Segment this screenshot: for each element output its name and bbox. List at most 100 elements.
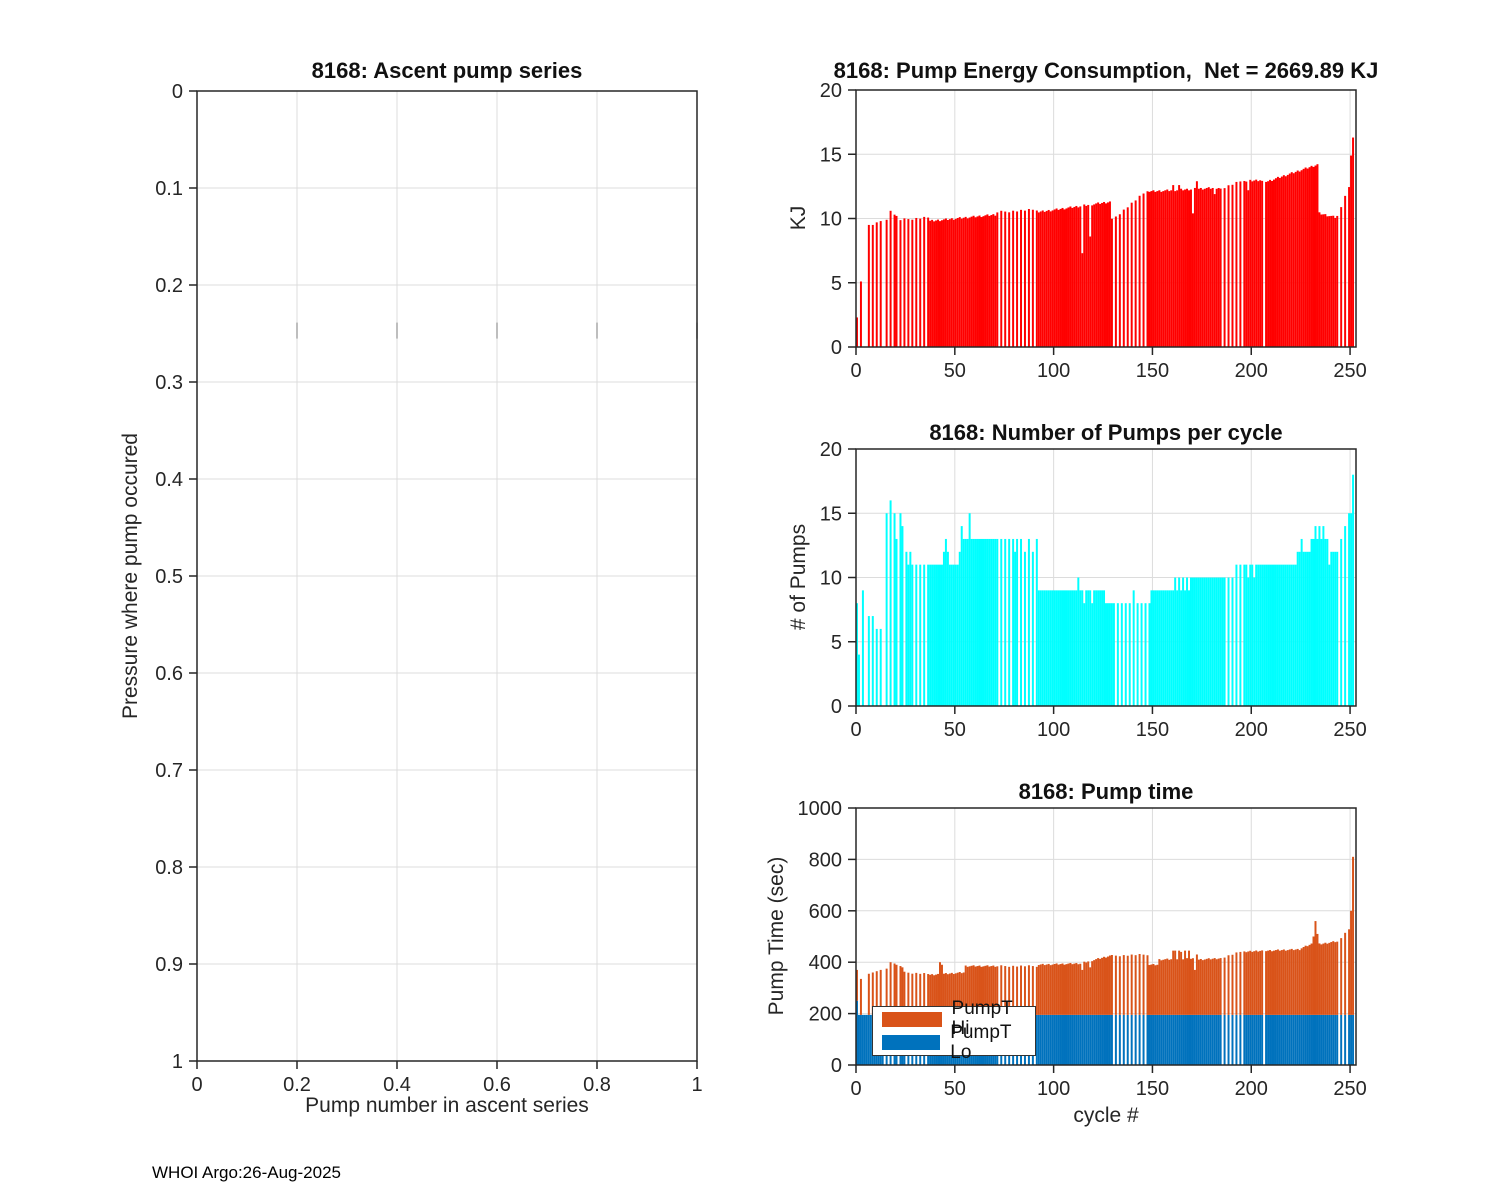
time-lo-bar bbox=[1199, 1014, 1202, 1065]
energy-bar bbox=[1091, 205, 1094, 347]
pumps-bar bbox=[1174, 577, 1177, 706]
energy-bar bbox=[1284, 176, 1287, 347]
time-hi-bar bbox=[1097, 958, 1100, 1015]
tick-label: 0.2 bbox=[155, 275, 183, 297]
footer-text: WHOI Argo:26-Aug-2025 bbox=[152, 1163, 341, 1182]
time-hi-bar bbox=[1023, 966, 1026, 1015]
energy-bar bbox=[1243, 180, 1246, 347]
time-hi-bar bbox=[956, 972, 959, 1015]
energy-bar bbox=[992, 214, 995, 347]
pumps-bar bbox=[899, 513, 902, 706]
pumps-bar bbox=[1031, 551, 1034, 706]
energy-bar bbox=[984, 215, 987, 347]
energy-bar bbox=[1087, 204, 1090, 347]
energy-bar bbox=[966, 218, 969, 347]
time-lo-bar bbox=[1193, 1014, 1196, 1065]
pumps-bar bbox=[1332, 551, 1335, 706]
time-lo-bar bbox=[1209, 1014, 1212, 1065]
pumps-bar bbox=[1069, 590, 1072, 706]
time-hi-bar bbox=[1249, 950, 1252, 1015]
time-lo-bar bbox=[867, 1014, 870, 1065]
pumps-bar bbox=[1055, 590, 1058, 706]
energy-bar bbox=[1294, 171, 1297, 347]
time-lo-bar bbox=[1284, 1014, 1287, 1065]
time-lo-bar bbox=[1118, 1014, 1121, 1065]
time-lo-bar bbox=[1334, 1014, 1337, 1065]
pumps-bar bbox=[1273, 564, 1275, 706]
time-hi-bar bbox=[1180, 951, 1183, 1015]
time-hi-bar bbox=[1146, 955, 1149, 1015]
time-hi-bar bbox=[1267, 950, 1270, 1015]
energy-bar bbox=[1065, 208, 1068, 347]
energy-bar bbox=[978, 215, 981, 347]
pumps-bar bbox=[1271, 564, 1273, 706]
pumps-bar bbox=[1158, 590, 1161, 706]
time-hi-bar bbox=[948, 973, 951, 1015]
time-hi-bar bbox=[1073, 963, 1076, 1015]
time-hi-bar bbox=[1328, 942, 1331, 1015]
pumps-bar bbox=[1221, 577, 1224, 706]
time-hi-bar bbox=[1067, 963, 1070, 1015]
pumps-bar bbox=[1257, 564, 1260, 706]
energy-bar bbox=[1085, 205, 1088, 347]
legend: PumpT Hi PumpT Lo bbox=[872, 999, 1036, 1062]
time-lo-bar bbox=[1197, 1014, 1200, 1065]
time-hi-bar bbox=[923, 973, 926, 1015]
time-hi-bar bbox=[1041, 963, 1044, 1015]
time-lo-bar bbox=[1085, 1014, 1088, 1065]
time-lo-bar bbox=[1097, 1014, 1100, 1065]
energy-bar bbox=[1083, 204, 1086, 347]
time-hi-bar bbox=[1205, 958, 1208, 1015]
time-hi-bar bbox=[907, 972, 910, 1015]
time-hi-bar bbox=[1326, 943, 1329, 1015]
time-hi-bar bbox=[1049, 965, 1052, 1015]
tick-label: 200 bbox=[1235, 360, 1268, 382]
time-hi-bar bbox=[893, 963, 896, 1015]
pumps-bar bbox=[978, 538, 981, 706]
energy-bar bbox=[1057, 209, 1060, 347]
energy-bar bbox=[1081, 253, 1084, 347]
time-hi-bar bbox=[1037, 965, 1040, 1015]
pumps-bar bbox=[939, 564, 941, 706]
pumps-bar bbox=[1144, 603, 1147, 706]
pumps-bar bbox=[1081, 590, 1084, 706]
pumps-bar bbox=[1298, 551, 1301, 706]
energy-bar bbox=[1061, 207, 1064, 347]
pumps-bar bbox=[1000, 538, 1003, 706]
time-lo-bar bbox=[1126, 1014, 1129, 1065]
time-lo-bar bbox=[1087, 1014, 1090, 1065]
time-xlabel: cycle # bbox=[1073, 1104, 1139, 1127]
pumps-bar bbox=[1083, 603, 1086, 706]
energy-bar bbox=[988, 215, 991, 347]
time-hi-bar bbox=[1126, 955, 1129, 1015]
time-hi-bar bbox=[856, 969, 858, 1001]
time-lo-bar bbox=[1049, 1014, 1052, 1065]
pumps-bar bbox=[895, 538, 898, 706]
time-hi-bar bbox=[996, 966, 999, 1015]
pumps-bar bbox=[1324, 538, 1327, 706]
time-lo-bar bbox=[1344, 1014, 1347, 1065]
time-hi-bar bbox=[1053, 964, 1056, 1015]
tick-label: 0.5 bbox=[155, 566, 183, 588]
time-hi-bar bbox=[1195, 954, 1198, 1015]
time-hi-bar bbox=[1269, 950, 1272, 1015]
pumps-bar bbox=[1205, 577, 1208, 706]
pumps-bar bbox=[1043, 590, 1046, 706]
time-lo-bar bbox=[1146, 1014, 1149, 1065]
time-lo-bar bbox=[1290, 1014, 1293, 1065]
pumps-bar bbox=[1162, 590, 1165, 706]
time-lo-bar bbox=[1217, 1014, 1220, 1065]
energy-bar bbox=[944, 218, 947, 347]
energy-bar bbox=[1000, 210, 1003, 347]
time-hi-bar bbox=[1348, 929, 1351, 1015]
time-lo-bar bbox=[1235, 1014, 1238, 1065]
energy-bar bbox=[974, 217, 977, 347]
time-lo-bar bbox=[1178, 1014, 1181, 1065]
pumps-bar bbox=[1023, 551, 1026, 706]
energy-bar bbox=[1197, 188, 1200, 347]
tick-label: 800 bbox=[809, 849, 842, 871]
energy-bar bbox=[1261, 180, 1264, 347]
time-lo-bar bbox=[1269, 1014, 1272, 1065]
energy-bar bbox=[1047, 209, 1050, 347]
pumps-bar bbox=[1308, 551, 1311, 706]
